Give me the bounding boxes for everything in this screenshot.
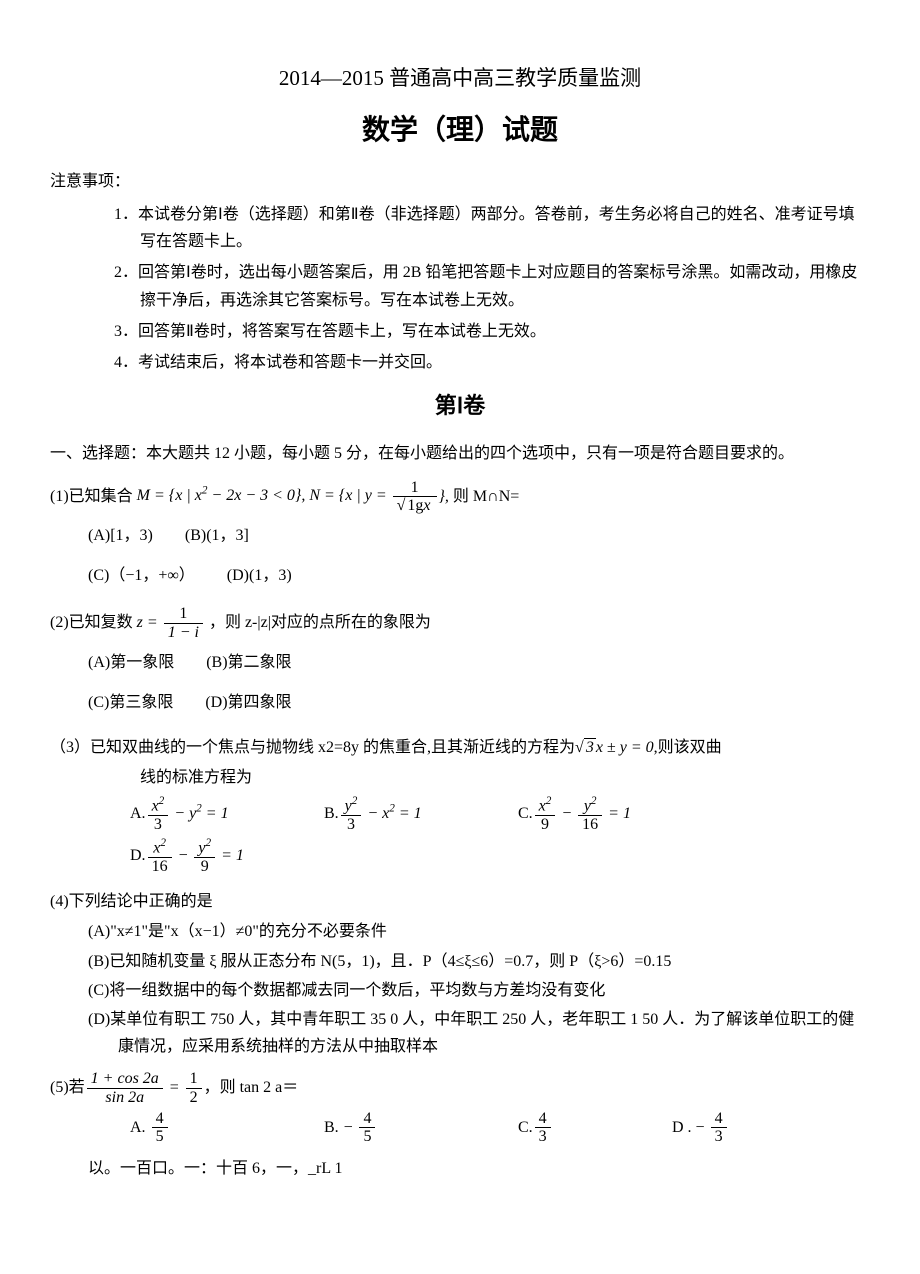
q1-options-row1: (A)[1，3) (B)(1，3] [50, 517, 870, 555]
question-5: (5)若1 + cos 2asin 2a = 12，则 tan 2 a＝ A. … [50, 1070, 870, 1188]
q3-optD: D.x216 − y29 = 1 [130, 835, 320, 877]
q3-options: A.x23 − y2 = 1 B.y23 − x2 = 1 C.x29 − y2… [50, 793, 870, 876]
notice-item: 3．回答第Ⅱ卷时，将答案写在答题卡上，写在本试卷上无效。 [140, 318, 870, 345]
q5-stem: (5)若1 + cos 2asin 2a = 12，则 tan 2 a＝ [50, 1070, 870, 1106]
q4-stem: (4)下列结论中正确的是 [50, 886, 870, 918]
q3-stem-line1: （3）已知双曲线的一个焦点与抛物线 x2=8y 的焦重合,且其渐近线的方程为√3… [50, 732, 870, 764]
q2-stem-prefix: (2)已知复数 [50, 614, 137, 631]
q4-optB: (B)已知随机变量 ξ 服从正态分布 N(5，1)，且．P（4≤ξ≤6）=0.7… [88, 948, 870, 975]
main-title: 数学（理）试题 [50, 106, 870, 156]
q4-optC: (C)将一组数据中的每个数据都减去同一个数后，平均数与方差均没有变化 [88, 977, 870, 1004]
q1-optA: (A)[1，3) [88, 517, 153, 555]
q5-optD: D . − 43 [672, 1107, 862, 1149]
notice-item: 4．考试结束后，将本试卷和答题卡一并交回。 [140, 349, 870, 376]
q2-frac-den: 1 − i [168, 624, 199, 641]
section-1-title: 第Ⅰ卷 [50, 386, 870, 426]
q5-options: A. 45 B. − 45 C.43 D . − 43 [50, 1107, 870, 1149]
q2-optC: (C)第三象限 [88, 684, 173, 722]
q2-frac-num: 1 [164, 605, 203, 624]
q5-optB: B. − 45 [324, 1107, 514, 1149]
question-2: (2)已知复数 z = 11 − i ，则 z-|z|对应的点所在的象限为 (A… [50, 605, 870, 722]
notice-item: 1．本试卷分第Ⅰ卷（选择题）和第Ⅱ卷（非选择题）两部分。答卷前，考生务必将自己的… [140, 201, 870, 255]
notice-list: 1．本试卷分第Ⅰ卷（选择题）和第Ⅱ卷（非选择题）两部分。答卷前，考生务必将自己的… [50, 201, 870, 376]
q5-optA: A. 45 [130, 1107, 320, 1149]
q2-stem: (2)已知复数 z = 11 − i ，则 z-|z|对应的点所在的象限为 [50, 605, 870, 641]
q5-stem-suffix: ，则 tan 2 a＝ [204, 1079, 299, 1096]
question-3: （3）已知双曲线的一个焦点与抛物线 x2=8y 的焦重合,且其渐近线的方程为√3… [50, 732, 870, 876]
q2-optD: (D)第四象限 [205, 684, 291, 722]
q3-optB: B.y23 − x2 = 1 [324, 793, 514, 835]
q4-optD: (D)某单位有职工 750 人，其中青年职工 35 0 人，中年职工 250 人… [88, 1006, 870, 1060]
q2-optB: (B)第二象限 [206, 644, 291, 682]
q1-stem-prefix: (1)已知集合 [50, 487, 137, 504]
q2-options-row2: (C)第三象限 (D)第四象限 [50, 684, 870, 722]
q5-stem-prefix: (5)若 [50, 1079, 85, 1096]
q1-stem-suffix: 则 M∩N= [453, 487, 519, 504]
header-year-title: 2014—2015 普通高中高三教学质量监测 [50, 60, 870, 98]
q1-options-row2: (C)（−1，+∞） (D)(1，3) [50, 557, 870, 595]
notice-item: 2．回答第Ⅰ卷时，选出每小题答案后，用 2B 铅笔把答题卡上对应题目的答案标号涂… [140, 259, 870, 313]
q3-optC: C.x29 − y216 = 1 [518, 793, 708, 835]
q1-frac-num: 1 [393, 479, 437, 498]
q3-stem-line1-end: ,则该双曲 [654, 739, 722, 756]
q2-options-row1: (A)第一象限 (B)第二象限 [50, 644, 870, 682]
q1-optD: (D)(1，3) [227, 557, 292, 595]
q1-optB: (B)(1，3] [185, 517, 249, 555]
notice-label: 注意事项： [50, 168, 870, 197]
q2-optA: (A)第一象限 [88, 644, 174, 682]
q3-optA: A.x23 − y2 = 1 [130, 793, 320, 835]
q5-optC: C.43 [518, 1107, 668, 1149]
q1-optC: (C)（−1，+∞） [88, 557, 195, 595]
q1-stem: (1)已知集合 M = {x | x2 − 2x − 3 < 0}, N = {… [50, 479, 870, 515]
q4-options: (A)"x≠1"是"x（x−1）≠0"的充分不必要条件 (B)已知随机变量 ξ … [50, 918, 870, 1060]
q2-stem-mid: ，则 z-|z|对应的点所在的象限为 [205, 614, 431, 631]
question-4: (4)下列结论中正确的是 (A)"x≠1"是"x（x−1）≠0"的充分不必要条件… [50, 886, 870, 1060]
section-1-heading: 一、选择题：本大题共 12 小题，每小题 5 分，在每小题给出的四个选项中，只有… [50, 440, 870, 469]
q3-stem-line1-text: （3）已知双曲线的一个焦点与抛物线 x2=8y 的焦重合,且其渐近线的方程为 [50, 739, 575, 756]
q3-stem-line2: 线的标准方程为 [50, 764, 870, 793]
question-1: (1)已知集合 M = {x | x2 − 2x − 3 < 0}, N = {… [50, 479, 870, 596]
q5-footer-text: 以。一百口。一：十百 6，一，_rL 1 [50, 1150, 870, 1188]
q4-optA: (A)"x≠1"是"x（x−1）≠0"的充分不必要条件 [88, 918, 870, 945]
